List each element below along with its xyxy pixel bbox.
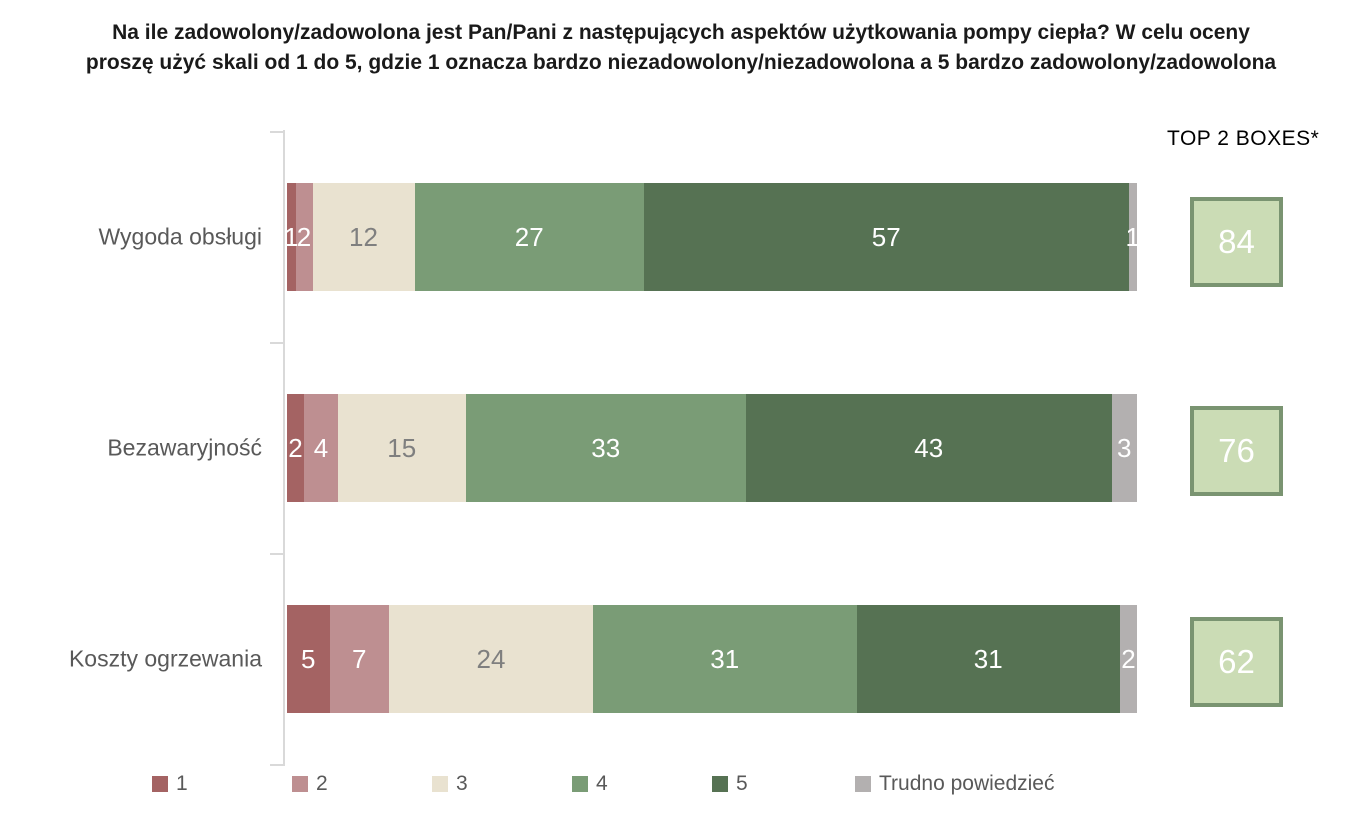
legend-item-3: 3: [432, 772, 468, 796]
segment-value-label: 4: [313, 433, 329, 463]
top2-box-value-1: 84: [1190, 197, 1283, 287]
axis-tick: [270, 764, 284, 766]
bar-segment-score4: 33: [465, 394, 746, 502]
legend-item-dont-know: Trudno powiedzieć: [855, 772, 1055, 796]
segment-value-label: 33: [591, 433, 621, 463]
bar-segment-score5: 43: [746, 394, 1112, 502]
segment-value-label: 12: [349, 222, 378, 252]
bar-segment-score3: 24: [389, 605, 593, 713]
legend-label: 1: [176, 772, 188, 795]
legend-swatch-score1: [152, 776, 168, 792]
legend-label: 2: [316, 772, 328, 795]
segment-value-label: 2: [1121, 644, 1136, 674]
axis-tick: [270, 342, 284, 344]
segment-value-label: 1: [1125, 222, 1140, 252]
top2-boxes-header: TOP 2 BOXES*: [1167, 127, 1320, 150]
bar-segment-score2: 4: [304, 394, 338, 502]
segment-value-label: 2: [288, 433, 303, 463]
chart-title-line-2: proszę użyć skali od 1 do 5, gdzie 1 ozn…: [85, 51, 1277, 75]
legend-label: 5: [736, 772, 748, 795]
segment-value-label: 2: [296, 222, 312, 252]
category-axis-line: [283, 130, 285, 766]
segment-value-label: 43: [914, 433, 944, 463]
legend-item-2: 2: [292, 772, 328, 796]
top2-box-value-2: 76: [1190, 406, 1283, 496]
segment-value-label: 31: [710, 644, 740, 674]
legend-item-5: 5: [712, 772, 748, 796]
top2-box-value-3: 62: [1190, 617, 1283, 707]
chart-title: Na ile zadowolony/zadowolona jest Pan/Pa…: [0, 18, 1362, 79]
segment-value-label: 1: [284, 222, 299, 252]
legend-item-1: 1: [152, 772, 188, 796]
segment-value-label: 7: [352, 644, 367, 674]
legend-label: 3: [456, 772, 468, 795]
legend-label: 4: [596, 772, 608, 795]
segment-value-label: 31: [973, 644, 1003, 674]
bar-segment-score5: 31: [856, 605, 1120, 713]
bar-segment-dont-know: 2: [1120, 605, 1137, 713]
legend-swatch-score5: [712, 776, 728, 792]
bar-segment-score2: 7: [329, 605, 389, 713]
bar-segment-score1: 5: [287, 605, 330, 713]
bar-segment-dont-know: 1: [1125, 183, 1140, 291]
stacked-bar-row-1: 1 2 12 27 57 1: [284, 183, 1140, 291]
bar-segment-score3: 12: [312, 183, 415, 291]
segment-value-label: 5: [301, 644, 316, 674]
segment-value-label: 3: [1117, 433, 1132, 463]
axis-tick: [270, 553, 284, 555]
legend-item-4: 4: [572, 772, 608, 796]
bar-segment-score1: 2: [287, 394, 304, 502]
stacked-bar-row-3: 5 7 24 31 31 2: [287, 605, 1137, 713]
bar-segment-score4: 27: [414, 183, 644, 291]
category-label-bezawaryjnosc: Bezawaryjność: [107, 434, 262, 461]
bar-segment-score1: 1: [284, 183, 299, 291]
segment-value-label: 15: [387, 433, 417, 463]
bar-segment-score4: 31: [593, 605, 857, 713]
legend-swatch-score2: [292, 776, 308, 792]
bar-segment-score3: 15: [338, 394, 466, 502]
legend-swatch-dont-know: [855, 776, 871, 792]
bar-segment-dont-know: 3: [1111, 394, 1137, 502]
legend-label: Trudno powiedzieć: [879, 772, 1055, 795]
legend-swatch-score4: [572, 776, 588, 792]
chart-title-line-1: Na ile zadowolony/zadowolona jest Pan/Pa…: [112, 21, 1250, 44]
segment-value-label: 57: [871, 222, 901, 252]
stacked-bar-row-2: 2 4 15 33 43 3: [287, 394, 1137, 502]
category-label-koszty-ogrzewania: Koszty ogrzewania: [68, 645, 262, 672]
segment-value-label: 27: [514, 222, 544, 252]
bar-segment-score5: 57: [644, 183, 1129, 291]
segment-value-label: 24: [476, 644, 506, 674]
bar-segment-score2: 2: [295, 183, 313, 291]
legend-swatch-score3: [432, 776, 448, 792]
category-label-wygoda-obslugi: Wygoda obsługi: [98, 223, 262, 250]
axis-tick: [270, 131, 284, 133]
